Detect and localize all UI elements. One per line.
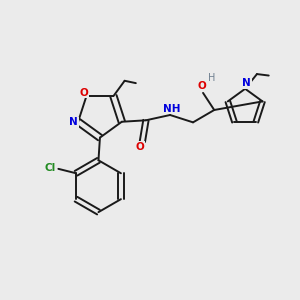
Text: O: O xyxy=(80,88,88,98)
Text: NH: NH xyxy=(164,103,181,113)
Text: Cl: Cl xyxy=(44,163,56,173)
Text: H: H xyxy=(208,73,215,82)
Text: O: O xyxy=(197,81,206,92)
Text: N: N xyxy=(69,117,78,128)
Text: N: N xyxy=(242,79,251,88)
Text: O: O xyxy=(136,142,144,152)
